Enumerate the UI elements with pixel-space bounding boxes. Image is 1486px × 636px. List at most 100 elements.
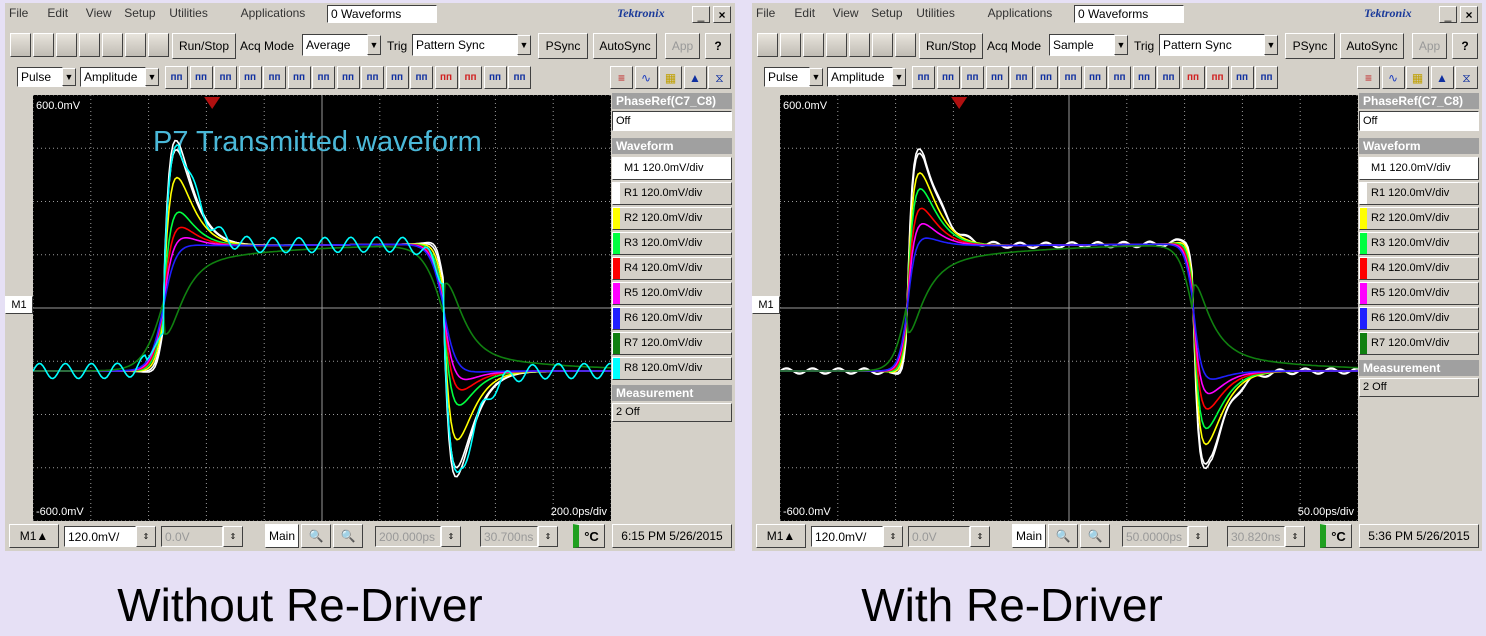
measure-icon[interactable]: ᴨᴨ <box>434 66 458 89</box>
offset-field[interactable]: 0.0V <box>908 526 970 547</box>
tool-icon[interactable] <box>33 33 54 57</box>
measure-icon[interactable]: ᴨᴨ <box>336 66 360 89</box>
channel-marker[interactable]: M1 <box>5 296 33 314</box>
autosync-button[interactable]: AutoSync <box>593 33 657 59</box>
zoom-button[interactable]: 🔍 <box>333 524 363 548</box>
temperature-indicator[interactable]: °C <box>1320 524 1352 548</box>
zoom-button[interactable]: 🔍 <box>301 524 331 548</box>
view-icon[interactable]: ≡ <box>610 66 633 89</box>
menu-item[interactable]: Edit <box>47 6 69 20</box>
trig-select[interactable]: Pattern Sync <box>412 34 518 56</box>
view-icon[interactable]: ⧖ <box>708 66 731 89</box>
measurement-value[interactable]: 2 Off <box>1359 378 1479 397</box>
zoom-button[interactable]: 🔍 <box>1080 524 1110 548</box>
waveform-item[interactable]: M1 120.0mV/div <box>612 157 732 180</box>
menu-item[interactable]: Utilities <box>169 6 208 20</box>
dropdown-arrow[interactable]: ▼ <box>517 35 531 55</box>
measure-icon[interactable]: ᴨᴨ <box>1157 66 1180 89</box>
menu-item[interactable]: Utilities <box>916 6 955 20</box>
minimize-button[interactable]: _ <box>692 6 710 23</box>
menu-item[interactable]: Applications <box>240 6 306 20</box>
measure-icon[interactable]: ᴨᴨ <box>312 66 335 89</box>
tool-icon[interactable] <box>125 33 146 57</box>
measure-icon[interactable]: ᴨᴨ <box>1010 66 1033 89</box>
measure-icon[interactable]: ᴨᴨ <box>985 66 1009 89</box>
view-icon[interactable]: ∿ <box>1381 66 1405 89</box>
menu-item[interactable]: View <box>832 6 859 20</box>
amplitude-select[interactable]: Amplitude <box>827 67 893 87</box>
tool-icon[interactable] <box>10 33 31 57</box>
app-button[interactable]: App <box>665 33 700 59</box>
zoom-button[interactable]: 🔍 <box>1048 524 1078 548</box>
tool-icon[interactable] <box>757 33 778 57</box>
acq-mode-select[interactable]: Average <box>302 34 368 56</box>
measure-icon[interactable]: ᴨᴨ <box>1181 66 1205 89</box>
tool-icon[interactable] <box>780 33 801 57</box>
view-icon[interactable]: ≡ <box>1357 66 1380 89</box>
measure-icon[interactable]: ᴨᴨ <box>508 66 531 89</box>
waveform-item[interactable]: M1 120.0mV/div <box>1359 157 1479 180</box>
app-button[interactable]: App <box>1412 33 1447 59</box>
view-icon[interactable]: ▲ <box>1430 66 1454 89</box>
dropdown-arrow[interactable]: ▼ <box>1264 35 1278 55</box>
main-button[interactable]: Main <box>265 524 299 548</box>
measure-icon[interactable]: ᴨᴨ <box>936 66 960 89</box>
menu-item[interactable]: View <box>85 6 112 20</box>
dropdown-arrow[interactable]: ▼ <box>1114 35 1128 55</box>
measure-icon[interactable]: ᴨᴨ <box>385 66 409 89</box>
waveform-item[interactable]: R4 120.0mV/div <box>1359 257 1479 280</box>
pulse-select[interactable]: Pulse <box>17 67 63 87</box>
acq-mode-select[interactable]: Sample <box>1049 34 1115 56</box>
spin-button[interactable]: ⇕ <box>970 526 990 547</box>
phase-value[interactable]: Off <box>612 111 732 131</box>
menu-item[interactable]: Edit <box>794 6 816 20</box>
position-field[interactable]: 200.000ps <box>375 526 441 547</box>
menu-item[interactable]: File <box>756 6 776 20</box>
waveform-item[interactable]: R5 120.0mV/div <box>1359 282 1479 305</box>
measure-icon[interactable]: ᴨᴨ <box>1255 66 1278 89</box>
tool-icon[interactable] <box>849 33 870 57</box>
amplitude-select[interactable]: Amplitude <box>80 67 146 87</box>
measure-icon[interactable]: ᴨᴨ <box>912 66 935 89</box>
tool-icon[interactable] <box>102 33 123 57</box>
waveform-item[interactable]: R7 120.0mV/div <box>1359 332 1479 355</box>
view-icon[interactable]: ▦ <box>1406 66 1429 89</box>
measure-icon[interactable]: ᴨᴨ <box>483 66 507 89</box>
tool-icon[interactable] <box>826 33 847 57</box>
measure-icon[interactable]: ᴨᴨ <box>238 66 262 89</box>
tool-icon[interactable] <box>895 33 916 57</box>
position-field[interactable]: 50.0000ps <box>1122 526 1188 547</box>
waveform-item[interactable]: R8 120.0mV/div <box>612 357 732 380</box>
measure-icon[interactable]: ᴨᴨ <box>1059 66 1082 89</box>
view-icon[interactable]: ⧖ <box>1455 66 1478 89</box>
waveform-item[interactable]: R1 120.0mV/div <box>612 182 732 205</box>
measure-icon[interactable]: ᴨᴨ <box>1132 66 1156 89</box>
menu-item[interactable]: File <box>9 6 29 20</box>
waveform-item[interactable]: R3 120.0mV/div <box>1359 232 1479 255</box>
measure-icon[interactable]: ᴨᴨ <box>459 66 482 89</box>
help-button[interactable]: ? <box>1452 33 1478 59</box>
dropdown-arrow[interactable]: ▼ <box>367 35 381 55</box>
measure-icon[interactable]: ᴨᴨ <box>1108 66 1131 89</box>
spin-button[interactable]: ⇕ <box>1285 526 1305 547</box>
delay-field[interactable]: 30.700ns <box>480 526 538 547</box>
dropdown-arrow[interactable]: ▼ <box>892 68 906 86</box>
measure-icon[interactable]: ᴨᴨ <box>165 66 188 89</box>
tool-icon[interactable] <box>148 33 169 57</box>
menu-item[interactable]: Applications <box>987 6 1053 20</box>
scale-field[interactable]: 120.0mV/ <box>811 526 883 547</box>
channel-button[interactable]: M1 ▲ <box>9 524 59 548</box>
tool-icon[interactable] <box>79 33 100 57</box>
scale-field[interactable]: 120.0mV/ <box>64 526 136 547</box>
main-button[interactable]: Main <box>1012 524 1046 548</box>
dropdown-arrow[interactable]: ▼ <box>145 68 159 86</box>
spin-button[interactable]: ⇕ <box>538 526 558 547</box>
measure-icon[interactable]: ᴨᴨ <box>1206 66 1229 89</box>
measure-icon[interactable]: ᴨᴨ <box>263 66 286 89</box>
spin-button[interactable]: ⇕ <box>441 526 461 547</box>
waveform-item[interactable]: R5 120.0mV/div <box>612 282 732 305</box>
autosync-button[interactable]: AutoSync <box>1340 33 1404 59</box>
waveform-item[interactable]: R1 120.0mV/div <box>1359 182 1479 205</box>
waveform-item[interactable]: R7 120.0mV/div <box>612 332 732 355</box>
waveform-item[interactable]: R2 120.0mV/div <box>612 207 732 230</box>
